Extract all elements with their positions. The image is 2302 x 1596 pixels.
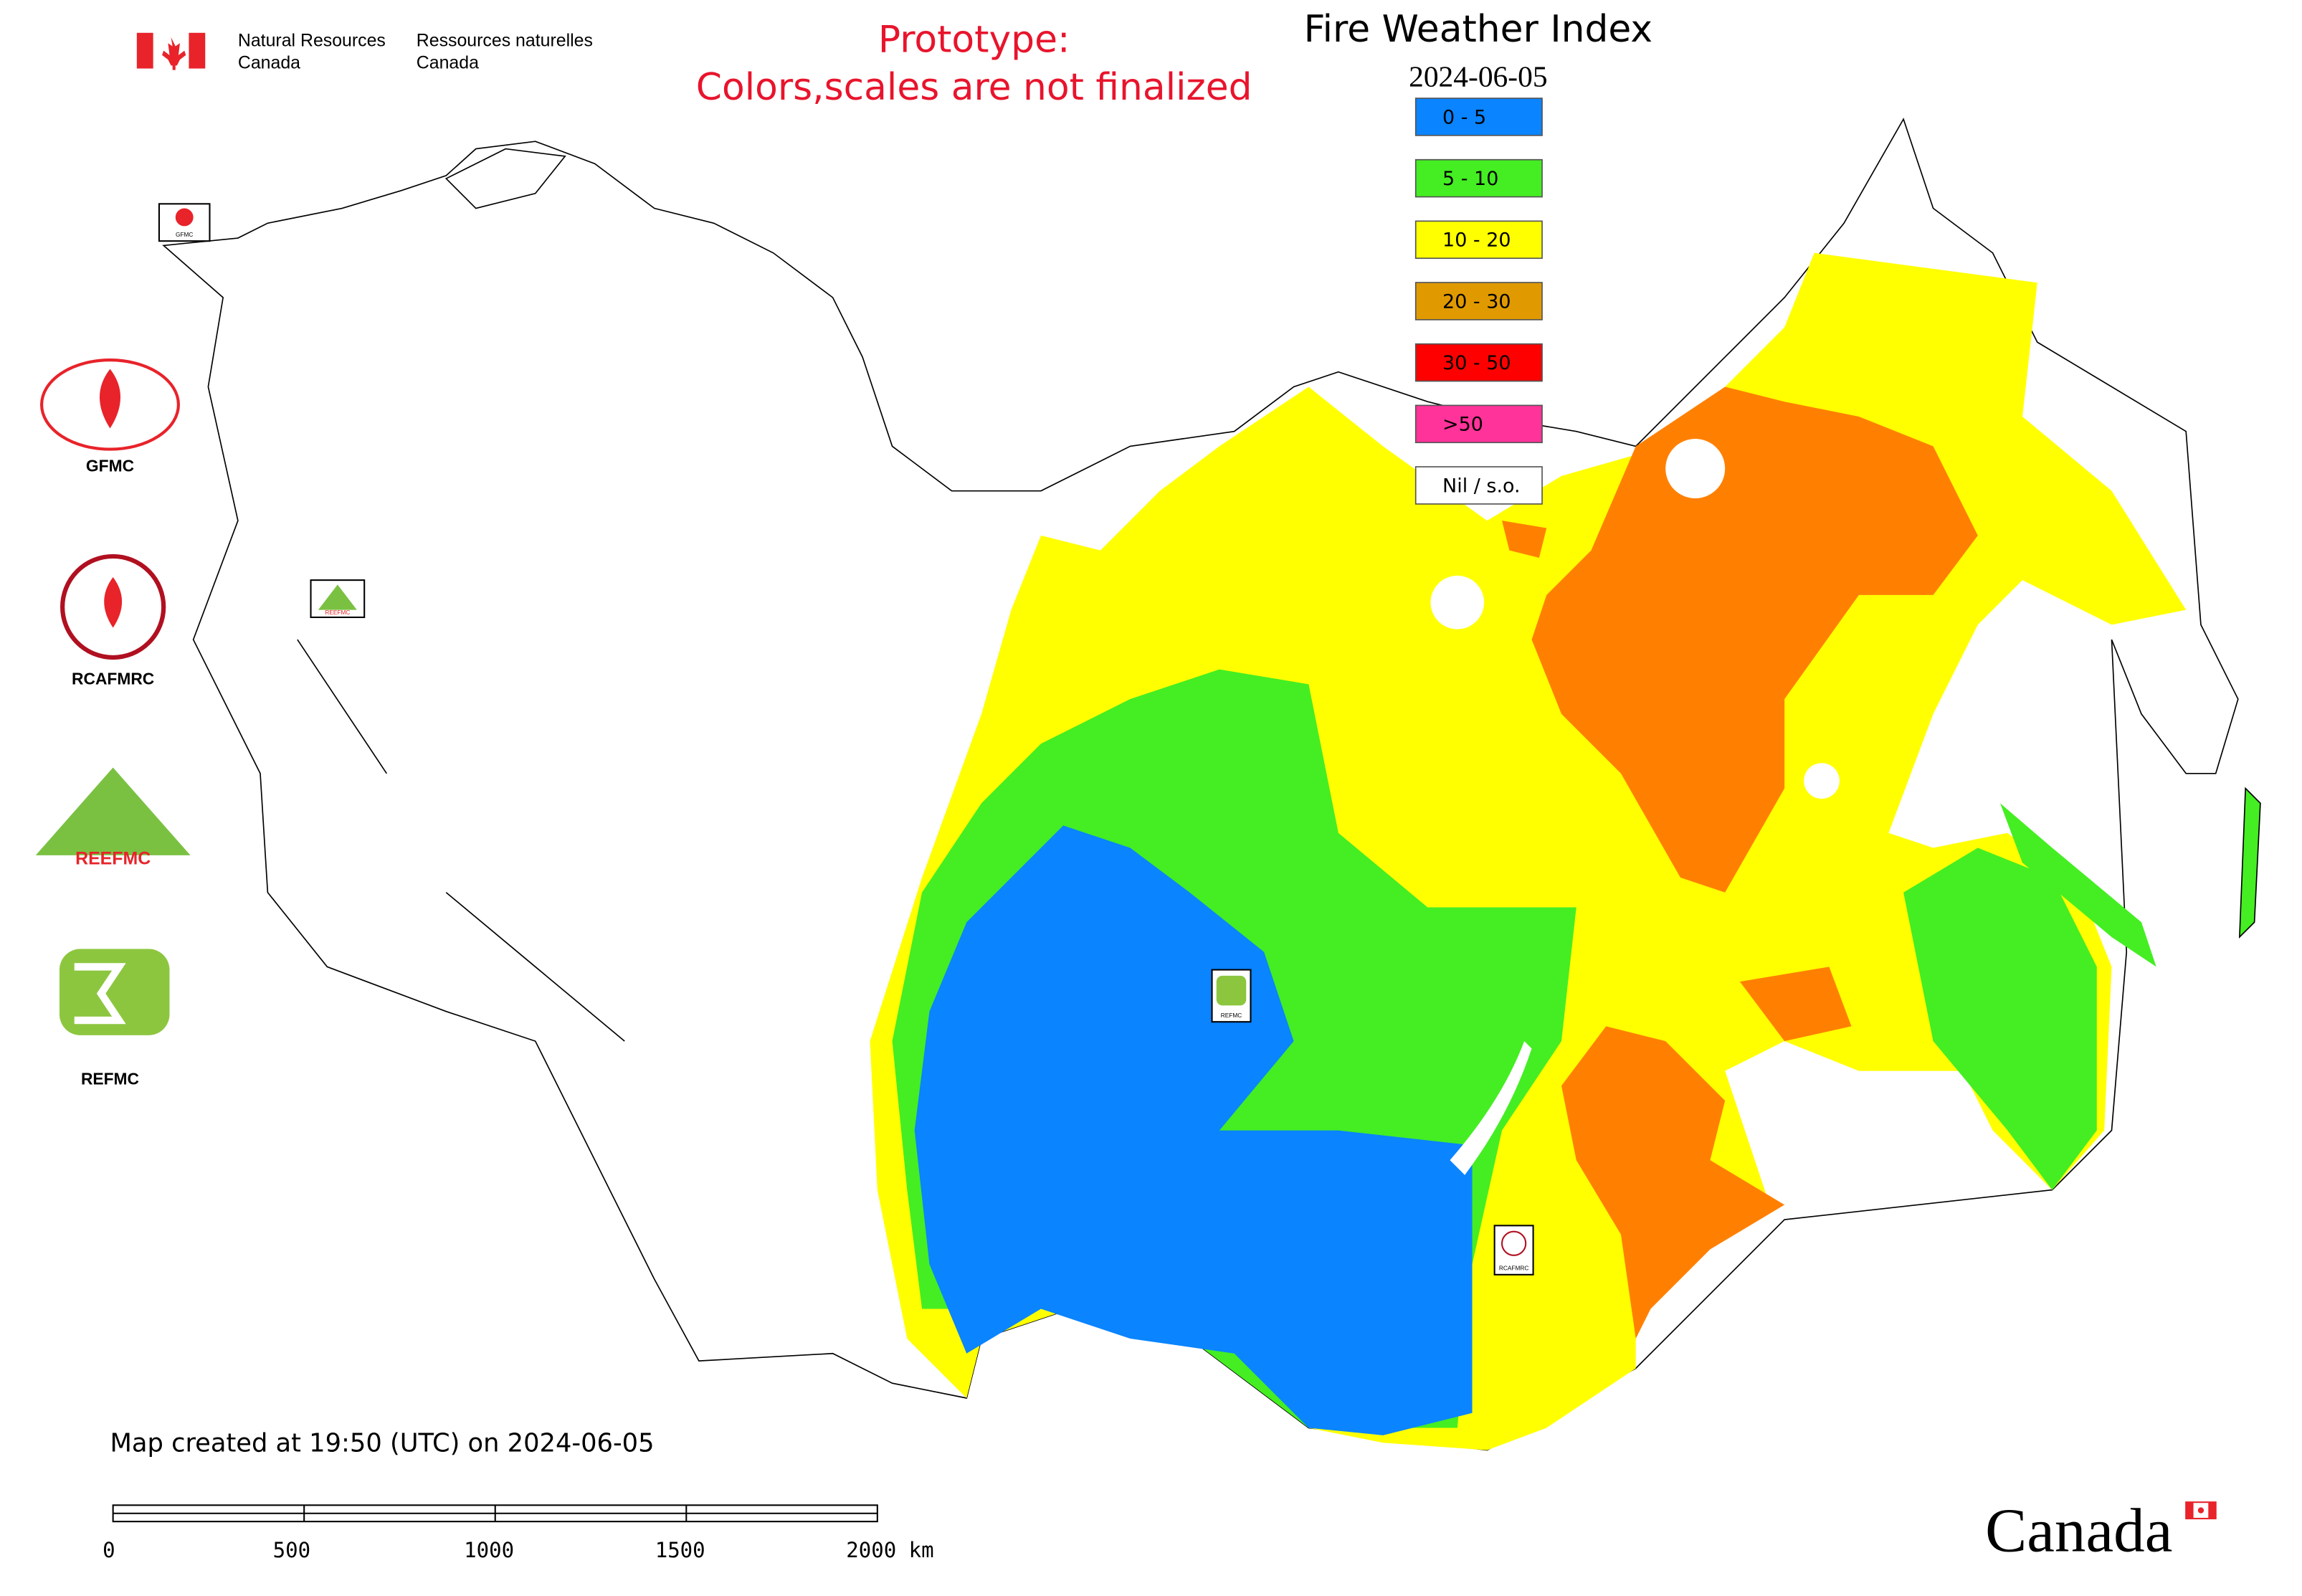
legend-label: Nil / s.o. xyxy=(1442,475,1521,497)
scale-label: 1500 xyxy=(655,1538,705,1562)
scale-bar xyxy=(112,1504,878,1523)
logo-label: GFMC xyxy=(86,457,134,475)
fwi-zones xyxy=(870,252,2187,1450)
logo-label: REEFMC xyxy=(75,848,151,868)
marker-label: REFMC xyxy=(1221,1012,1242,1019)
scale-label: 500 xyxy=(273,1538,310,1562)
logo-label: RCAFMRC xyxy=(72,669,154,688)
wordmark-flag xyxy=(2185,1501,2217,1520)
org-name-en: Canada xyxy=(238,53,300,73)
marker-label: REEFMC xyxy=(325,609,350,616)
legend-label: 30 - 50 xyxy=(1442,352,1511,374)
marker-label: RCAFMRC xyxy=(1499,1265,1528,1272)
scale-label: 0 xyxy=(103,1538,115,1562)
notice: Colors,scales are not finalized xyxy=(696,66,1252,109)
legend-swatch xyxy=(1414,343,1543,382)
partner-logos: GFMC RCAFMRC REEFMC REFMC xyxy=(35,358,191,1088)
scale-labels: 0 500 1000 1500 2000 km xyxy=(103,1538,934,1562)
notice: Prototype: xyxy=(878,19,1070,62)
legend: 0 - 5 5 - 10 10 - 20 20 - 30 30 - 50 >50 Nil /… xyxy=(1414,98,1543,505)
legend-label: 0 - 5 xyxy=(1442,106,1486,128)
logo-label: REFMC xyxy=(81,1069,139,1088)
legend-swatch xyxy=(1414,98,1543,136)
legend-label: >50 xyxy=(1442,414,1483,436)
legend-swatch xyxy=(1414,220,1543,260)
scale-label: 1000 xyxy=(464,1538,514,1562)
org-name-fr: Ressources naturelles xyxy=(417,30,593,50)
map-created-note: Map created at 19:50 (UTC) on 2024-06-05 xyxy=(110,1429,654,1458)
canada-wordmark: Canada xyxy=(1985,1496,2172,1565)
marker-label: GFMC xyxy=(176,231,193,238)
map-markers: GFMC REEFMC REFMC RCAFMRC xyxy=(158,203,1534,1276)
legend-swatch xyxy=(1414,282,1543,320)
legend-date: 2024-06-05 xyxy=(1409,60,1547,92)
legend-label: 5 - 10 xyxy=(1442,168,1498,190)
org-name-fr: Canada xyxy=(417,53,479,73)
legend-swatch xyxy=(1414,466,1543,505)
legend-title: Fire Weather Index xyxy=(1304,8,1652,51)
org-name-en: Natural Resources xyxy=(238,30,386,50)
legend-label: 20 - 30 xyxy=(1442,290,1511,313)
scale-label: 2000 km xyxy=(846,1538,933,1562)
government-signature: Natural Resources Canada Ressources natu… xyxy=(136,30,593,73)
legend-swatch xyxy=(1414,158,1543,198)
legend-label: 10 - 20 xyxy=(1442,229,1511,252)
legend-swatch xyxy=(1414,404,1543,444)
